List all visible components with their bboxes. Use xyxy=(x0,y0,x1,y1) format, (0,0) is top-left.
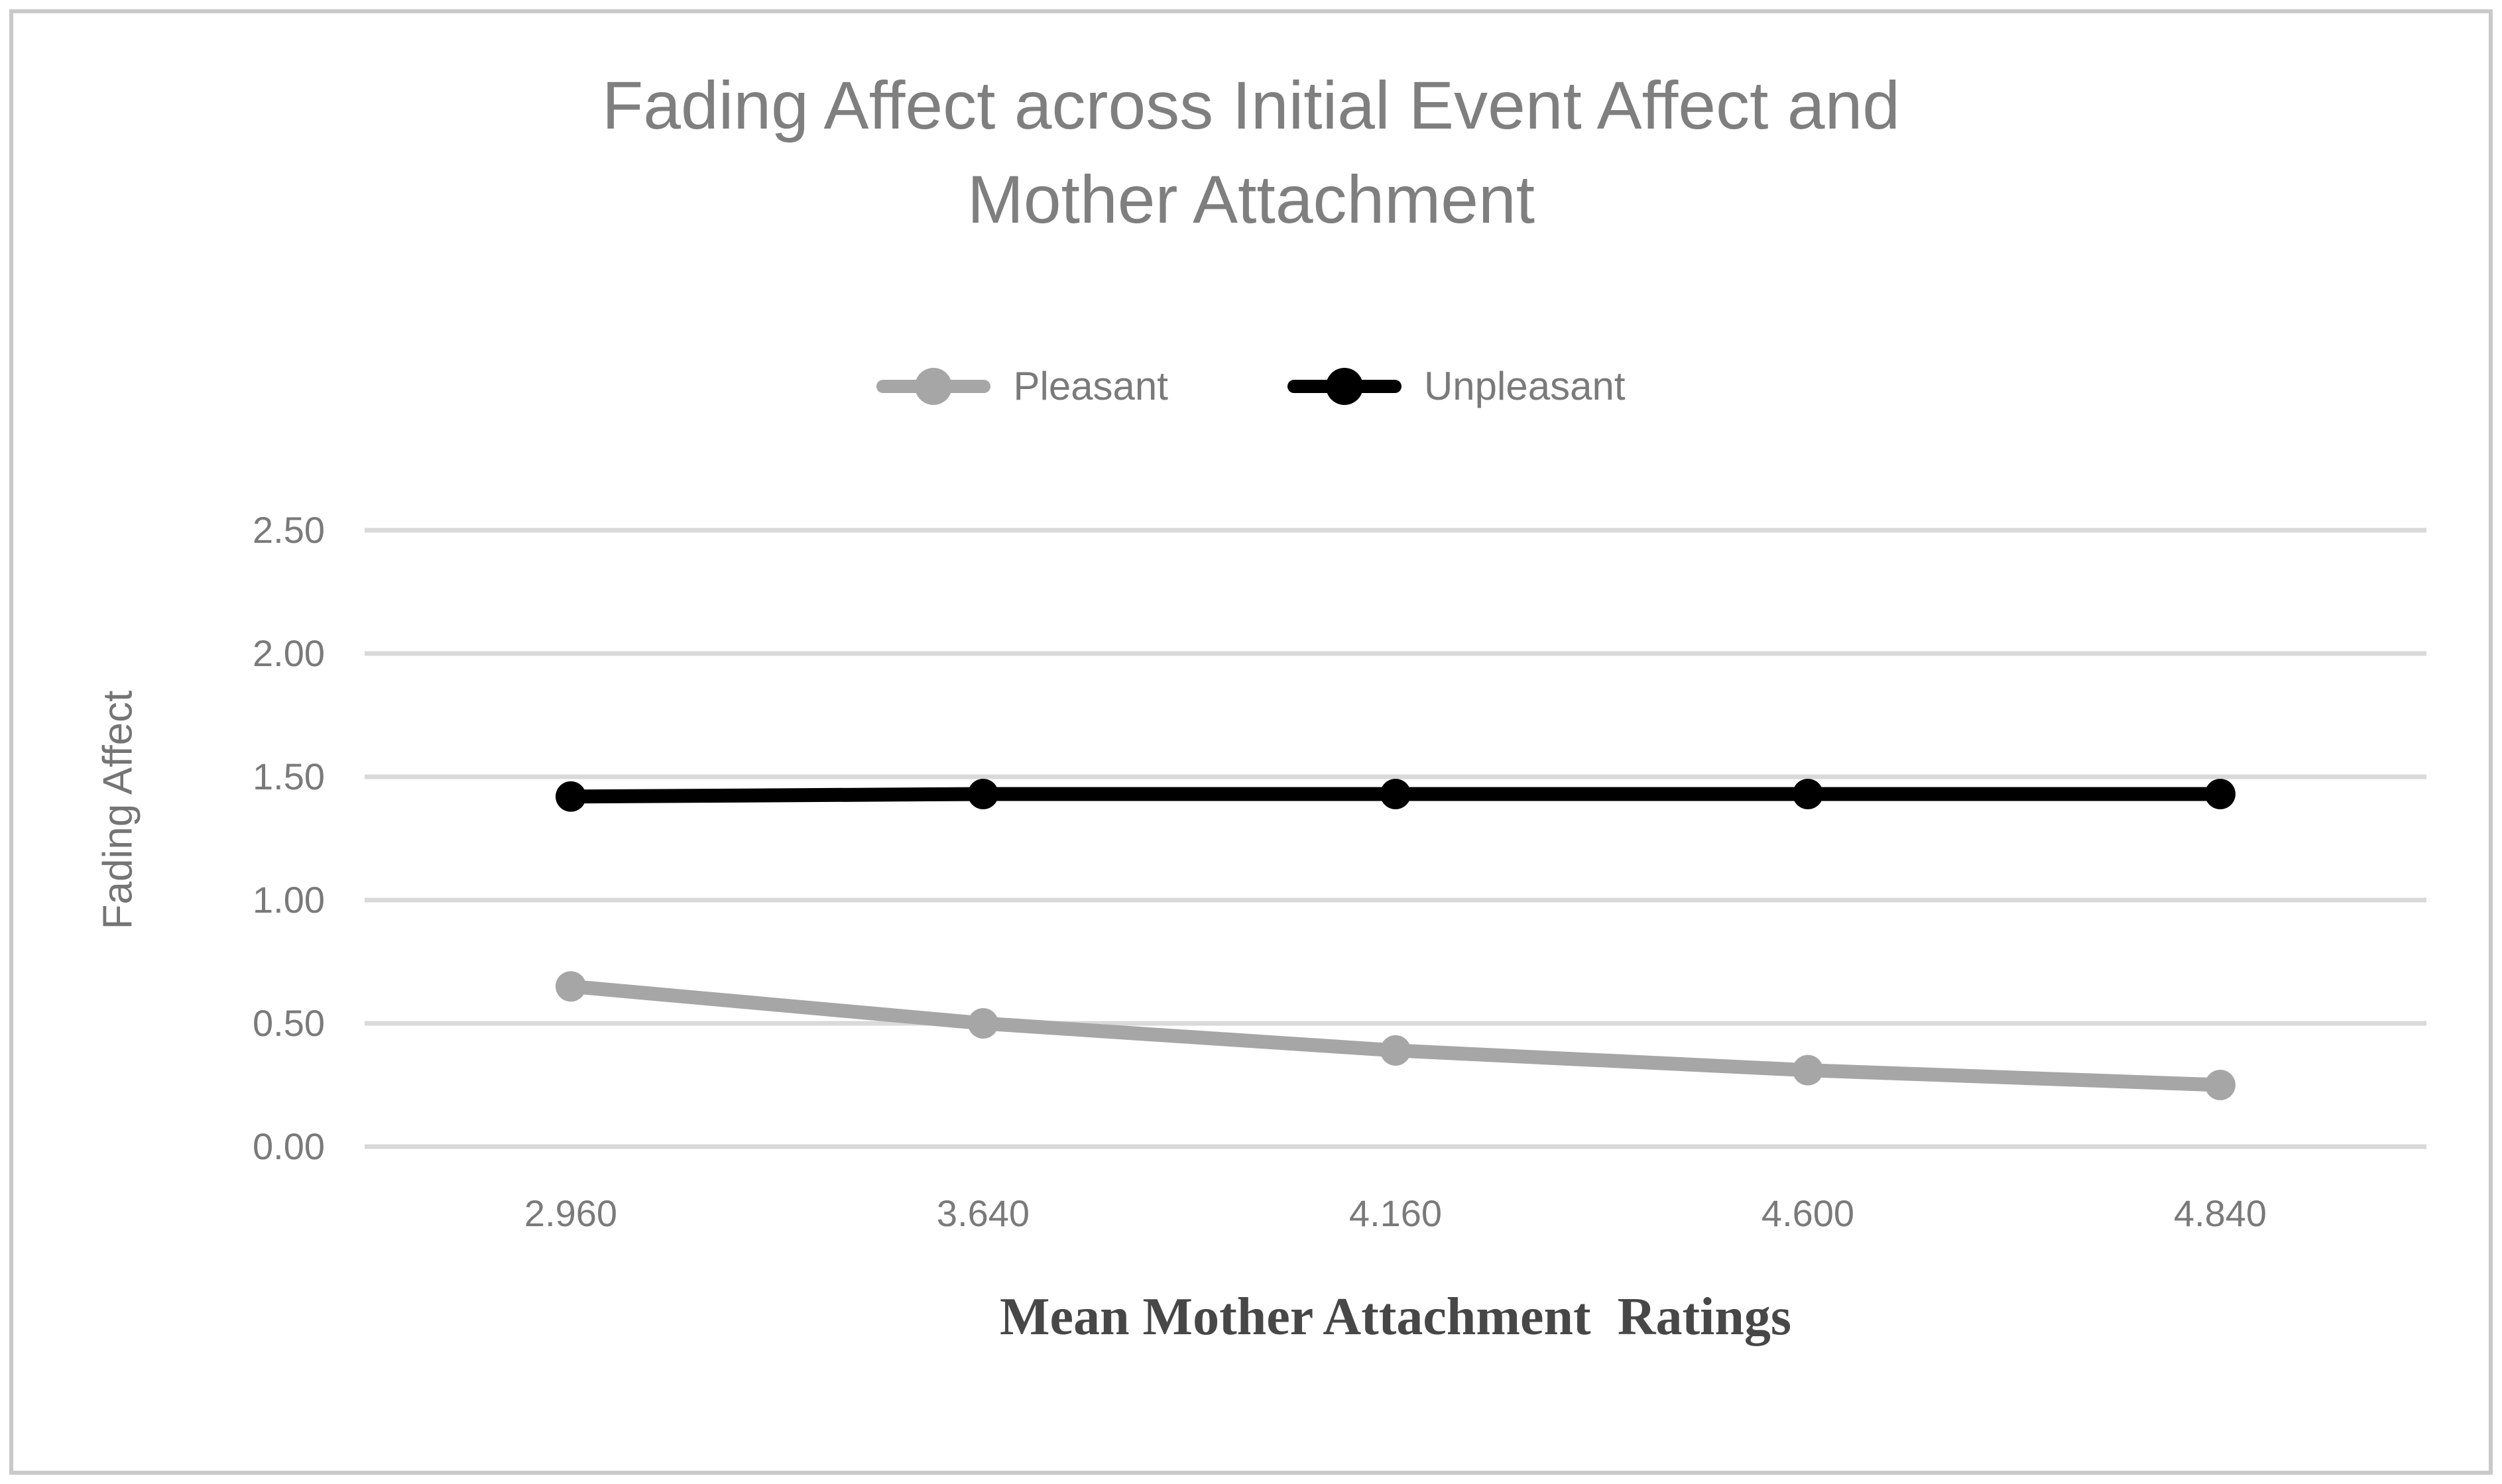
data-point-pleasant xyxy=(1793,1055,1823,1086)
data-point-pleasant xyxy=(556,971,586,1002)
data-point-pleasant xyxy=(968,1008,998,1039)
data-point-unpleasant xyxy=(2205,779,2235,810)
legend-label-unpleasant: Unpleasant xyxy=(1423,364,1626,408)
y-tick-1-50: 1.50 xyxy=(253,756,325,797)
data-point-unpleasant xyxy=(556,781,586,812)
chart-title-line2: Mother Attachment xyxy=(967,162,1535,237)
x-tick-4-160: 4.160 xyxy=(1348,1192,1443,1234)
data-point-unpleasant xyxy=(1380,779,1411,810)
legend-label-pleasant: Pleasant xyxy=(1013,364,1168,408)
legend-item-pleasant: Pleasant xyxy=(876,363,1168,409)
plot-area xyxy=(365,528,2426,1149)
y-tick-2-50: 2.50 xyxy=(253,509,325,551)
chart-title-line1: Fading Affect across Initial Event Affec… xyxy=(601,68,1901,143)
x-tick-4-600: 4.600 xyxy=(1761,1192,1855,1234)
data-point-pleasant xyxy=(1380,1035,1411,1066)
y-tick-2-00: 2.00 xyxy=(253,632,325,674)
data-point-pleasant xyxy=(2205,1070,2235,1100)
data-point-unpleasant xyxy=(968,779,998,810)
chart-title: Fading Affect across Initial Event Affec… xyxy=(0,58,2502,247)
y-axis-title: Fading Affect xyxy=(95,690,141,930)
data-point-unpleasant xyxy=(1793,779,1823,810)
y-tick-1-00: 1.00 xyxy=(253,879,325,921)
legend: Pleasant Unpleasant xyxy=(0,363,2502,409)
unpleasant-dot-icon xyxy=(1325,367,1363,405)
y-tick-0-50: 0.50 xyxy=(253,1002,325,1044)
unpleasant-line-marker-icon xyxy=(1287,367,1401,405)
x-tick-4-840: 4.840 xyxy=(2173,1192,2267,1234)
pleasant-dot-icon xyxy=(915,367,953,405)
pleasant-line-marker-icon xyxy=(876,367,991,405)
x-tick-3-640: 3.640 xyxy=(936,1192,1030,1234)
legend-item-unpleasant: Unpleasant xyxy=(1287,363,1626,409)
x-axis-title: Mean Mother Attachment Ratings xyxy=(1000,1288,1791,1346)
x-tick-2-960: 2.960 xyxy=(524,1192,618,1234)
y-tick-0-00: 0.00 xyxy=(253,1125,325,1167)
